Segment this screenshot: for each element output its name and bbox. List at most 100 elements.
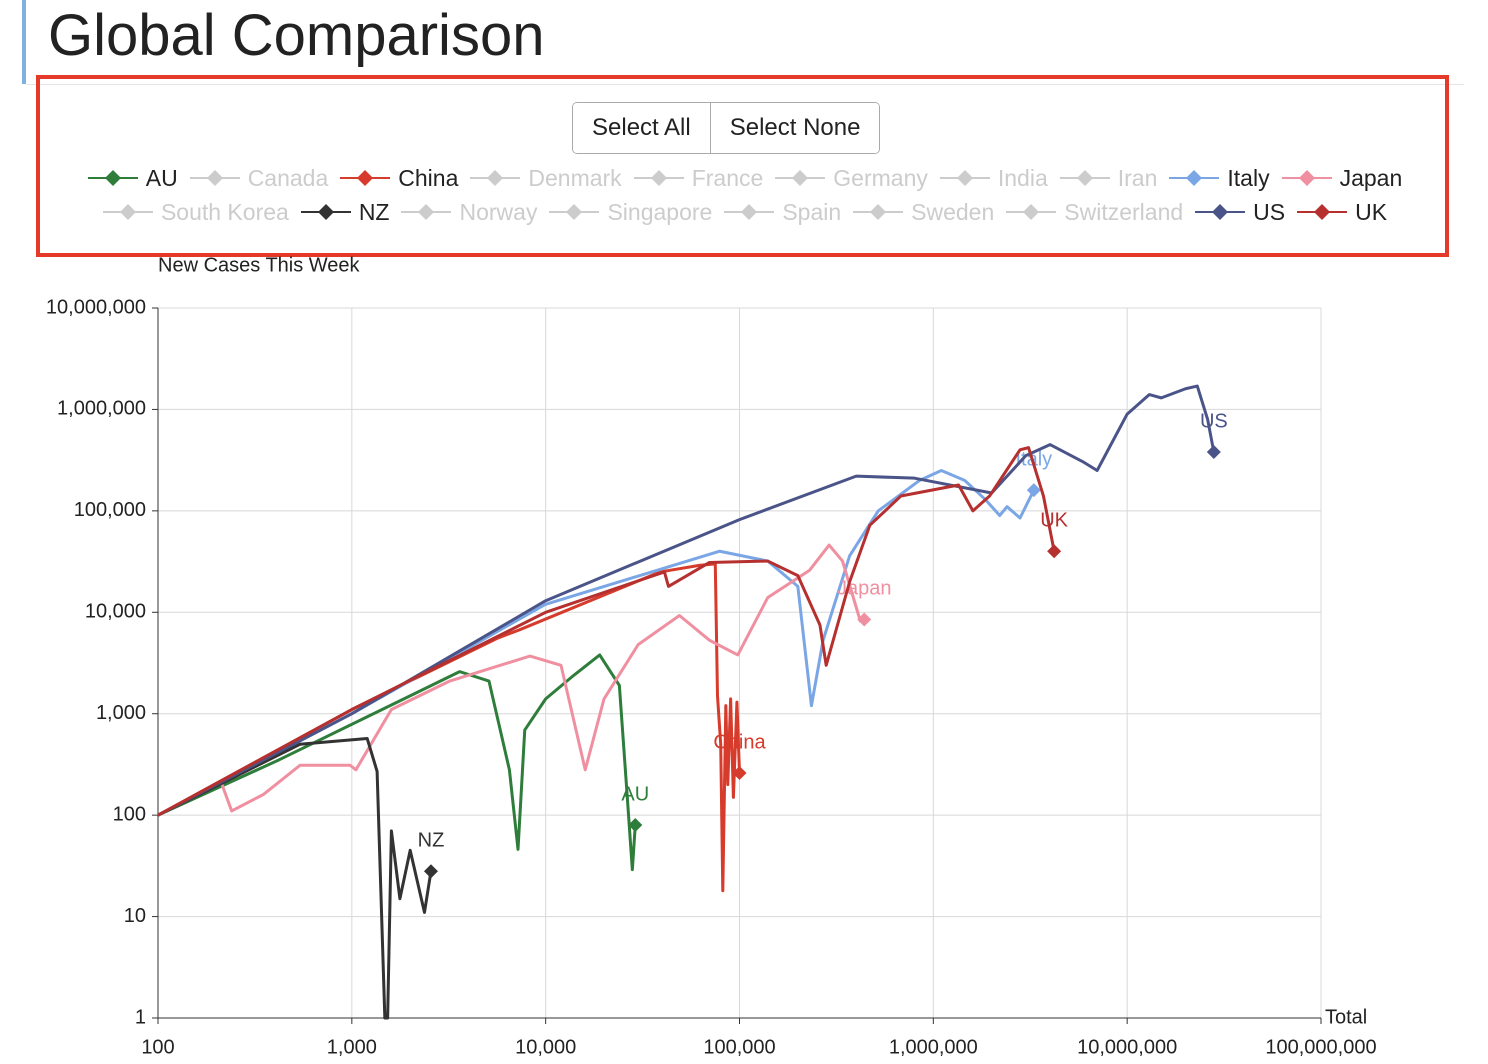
legend-item[interactable]: Iran: [1059, 164, 1157, 192]
button-group: Select All Select None: [572, 102, 881, 154]
legend-diamond: [956, 170, 973, 186]
x-tick-label: 10,000: [515, 1036, 576, 1058]
legend-symbol: [775, 170, 826, 186]
legend-diamond: [1186, 170, 1203, 186]
legend-symbol: [1169, 170, 1220, 186]
y-tick-label: 10,000,000: [46, 296, 146, 318]
series-end-label: US: [1200, 410, 1228, 432]
legend-symbol: [189, 170, 240, 186]
y-axis-label: New Cases This Week: [158, 254, 361, 276]
end-marker: [1047, 544, 1062, 559]
legend-diamond: [206, 170, 223, 186]
legend-symbol: [102, 204, 153, 220]
x-axis-label: Total: [1325, 1006, 1367, 1028]
legend-diamond: [566, 204, 583, 220]
legend-label: South Korea: [160, 198, 289, 225]
y-tick-label: 10: [124, 905, 146, 927]
x-tick-label: 100: [141, 1036, 174, 1058]
legend-symbol: [939, 170, 990, 186]
legend-item[interactable]: NZ: [300, 198, 390, 226]
legend-item[interactable]: Singapore: [549, 198, 712, 226]
legend-symbol: [724, 204, 775, 220]
legend-label: UK: [1355, 198, 1388, 225]
legend-diamond: [741, 204, 758, 220]
legend-label: China: [398, 164, 459, 191]
legend-diamond: [1314, 204, 1331, 220]
legend-symbol: [87, 170, 138, 186]
legend-item[interactable]: Germany: [775, 164, 928, 192]
legend-diamond: [487, 170, 504, 186]
y-tick-label: 100: [113, 803, 146, 825]
series-line: [157, 384, 1216, 817]
series-end-label: AU: [621, 783, 649, 805]
y-tick-label: 1: [135, 1006, 146, 1028]
legend-label: Germany: [833, 164, 928, 191]
legend-item[interactable]: Switzerland: [1006, 198, 1183, 226]
legend-item[interactable]: Canada: [189, 164, 329, 192]
series-end-label: China: [713, 731, 766, 753]
legend-label: NZ: [358, 198, 390, 225]
legend-diamond: [1023, 204, 1040, 220]
legend-item[interactable]: Denmark: [470, 164, 622, 192]
y-tick-label: 1,000,000: [57, 398, 146, 420]
legend-diamond: [317, 204, 334, 220]
legend-symbol: [1006, 204, 1057, 220]
end-marker: [732, 766, 747, 781]
legend-item[interactable]: Japan: [1281, 164, 1402, 192]
y-tick-label: 10,000: [85, 601, 146, 623]
legend-item[interactable]: Italy: [1169, 164, 1270, 192]
legend-item[interactable]: AU: [87, 164, 178, 192]
legend-item[interactable]: UK: [1297, 198, 1387, 226]
series-line: [157, 562, 741, 893]
legend-label: Sweden: [911, 198, 995, 225]
legend-diamond: [1076, 170, 1093, 186]
legend-label: US: [1253, 198, 1286, 225]
series-line: [157, 468, 1036, 817]
end-marker: [628, 817, 643, 832]
page-title: Global Comparison: [48, 3, 545, 68]
series-line: [157, 736, 433, 1020]
legend-diamond: [870, 204, 887, 220]
legend-item[interactable]: China: [340, 164, 458, 192]
y-tick-label: 100,000: [74, 499, 146, 521]
legend-diamond: [1298, 170, 1315, 186]
legend-label: Norway: [459, 198, 538, 225]
legend-symbol: [340, 170, 391, 186]
select-all-button[interactable]: Select All: [573, 103, 710, 153]
highlight-box: [36, 75, 1449, 257]
legend-diamond: [104, 170, 121, 186]
legend-label: Canada: [247, 164, 329, 191]
legend-diamond: [1212, 204, 1229, 220]
legend-diamond: [792, 170, 809, 186]
legend-item[interactable]: France: [633, 164, 763, 192]
legend-symbol: [401, 204, 452, 220]
divider: [26, 84, 1464, 85]
legend-item[interactable]: Spain: [724, 198, 841, 226]
legend-item[interactable]: South Korea: [102, 198, 289, 226]
series-end-label: UK: [1040, 510, 1068, 532]
legend-item[interactable]: India: [939, 164, 1048, 192]
end-marker: [857, 612, 872, 627]
legend-item[interactable]: Sweden: [853, 198, 994, 226]
legend-symbol: [633, 170, 684, 186]
legend-symbol: [1281, 170, 1332, 186]
legend-item[interactable]: US: [1195, 198, 1285, 226]
legend-label: AU: [145, 164, 178, 191]
series-line: [157, 446, 1056, 817]
legend-symbol: [1059, 170, 1110, 186]
legend-symbol: [470, 170, 521, 186]
x-tick-label: 100,000,000: [1265, 1036, 1376, 1058]
legend-label: Switzerland: [1064, 198, 1184, 225]
end-marker: [423, 864, 438, 879]
x-tick-label: 1,000,000: [889, 1036, 978, 1058]
x-tick-label: 10,000,000: [1077, 1036, 1177, 1058]
legend-symbol: [1297, 204, 1348, 220]
legend-item[interactable]: Norway: [401, 198, 537, 226]
legend-label: Singapore: [607, 198, 713, 225]
legend-label: Spain: [782, 198, 842, 225]
select-none-button[interactable]: Select None: [709, 103, 880, 153]
legend-diamond: [418, 204, 435, 220]
legend-diamond: [357, 170, 374, 186]
